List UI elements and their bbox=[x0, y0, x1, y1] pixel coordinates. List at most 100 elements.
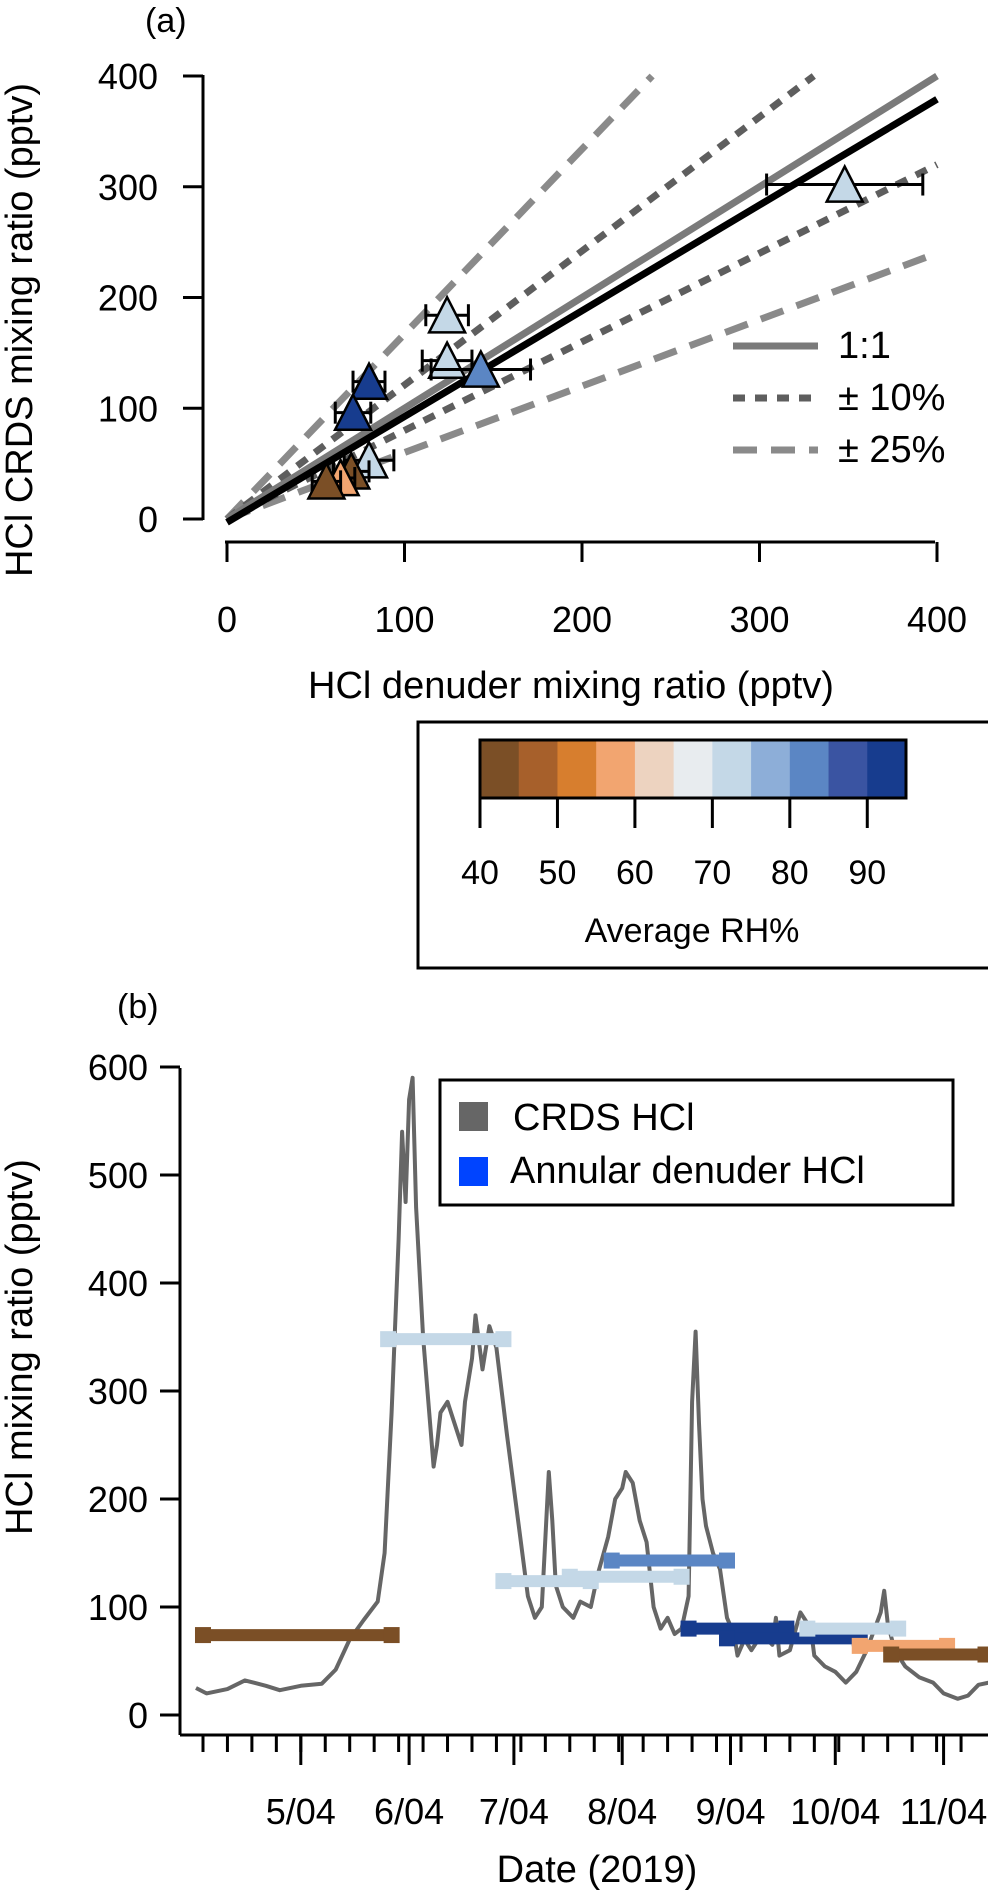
panel-a: (a) 0 100 200 300 400 0 100 200 300 400 HCl denu… bbox=[0, 2, 967, 707]
fit-line bbox=[225, 96, 939, 526]
panel-b: (b) 0 100 200 300 400 500 600 5/04 6/04 7/04 8/04… bbox=[0, 988, 988, 1891]
panel-a-y-tick-label: 200 bbox=[98, 278, 158, 319]
denuder-segment-end bbox=[380, 1331, 397, 1348]
ref-line-1to1 bbox=[225, 73, 939, 522]
data-point-triangle bbox=[348, 360, 390, 401]
panel-a-y-axis-label: HCl CRDS mixing ratio (pptv) bbox=[0, 83, 41, 577]
panel-a-legend: 1:1 ± 10% ± 25% bbox=[733, 325, 945, 471]
legend-swatch-crds bbox=[459, 1102, 488, 1131]
colorbar-cell bbox=[634, 740, 675, 798]
panel-a-y-tick-label: 300 bbox=[98, 167, 158, 208]
data-point-triangle bbox=[824, 163, 865, 203]
panel-a-x-tick-label: 100 bbox=[374, 599, 434, 640]
panel-b-x-tick-label: 10/04 bbox=[790, 1791, 880, 1832]
denuder-segment-end bbox=[673, 1568, 690, 1585]
panel-b-y-axis-label: HCl mixing ratio (pptv) bbox=[0, 1159, 41, 1535]
denuder-segment-end bbox=[718, 1552, 735, 1569]
denuder-segment-end bbox=[495, 1573, 512, 1590]
panel-b-x-tick-label: 9/04 bbox=[695, 1791, 765, 1832]
panel-b-crds-series bbox=[195, 1075, 988, 1701]
panel-b-y-tick-label: 600 bbox=[88, 1047, 148, 1088]
panel-a-x-axis-label: HCl denuder mixing ratio (pptv) bbox=[308, 665, 834, 707]
panel-b-x-tick-label: 7/04 bbox=[479, 1791, 549, 1832]
legend-label-10pct: ± 10% bbox=[838, 377, 945, 419]
denuder-segment-end bbox=[883, 1646, 900, 1663]
colorbar-cell bbox=[828, 740, 868, 798]
denuder-segment-end bbox=[977, 1646, 988, 1663]
colorbar-tick-label: 50 bbox=[539, 854, 577, 892]
colorbar-cell bbox=[596, 740, 636, 798]
data-point-triangle bbox=[332, 391, 374, 432]
panel-a-x-tick-label: 200 bbox=[552, 599, 612, 640]
denuder-segment-end bbox=[890, 1620, 907, 1637]
panel-b-y-ticks: 0 100 200 300 400 500 600 bbox=[88, 1047, 180, 1736]
denuder-segment-end bbox=[495, 1331, 512, 1348]
panel-a-x-tick-label: 300 bbox=[729, 599, 789, 640]
denuder-segment-end bbox=[799, 1620, 816, 1637]
panel-b-x-tick-label: 8/04 bbox=[587, 1791, 657, 1832]
panel-b-y-tick-label: 300 bbox=[88, 1371, 148, 1412]
colorbar-ticks: 40 50 60 70 80 90 bbox=[461, 798, 886, 892]
panel-a-x-tick-label: 400 bbox=[907, 599, 967, 640]
data-point-triangle bbox=[460, 348, 501, 388]
panel-b-y-tick-label: 100 bbox=[88, 1587, 148, 1628]
legend-label-crds: CRDS HCl bbox=[513, 1097, 695, 1139]
denuder-segment-end bbox=[851, 1637, 868, 1654]
colorbar-tick-label: 80 bbox=[771, 854, 809, 892]
panel-b-x-tick-label: 6/04 bbox=[374, 1791, 444, 1832]
denuder-segment-end bbox=[680, 1620, 697, 1637]
colorbar-cell bbox=[751, 740, 791, 798]
panel-b-y-tick-label: 200 bbox=[88, 1479, 148, 1520]
colorbar-tick-label: 70 bbox=[693, 854, 731, 892]
panel-b-x-axis-label: Date (2019) bbox=[497, 1849, 698, 1891]
colorbar-frame bbox=[416, 720, 988, 970]
legend-label-25pct: ± 25% bbox=[838, 429, 945, 471]
legend-label-denuder: Annular denuder HCl bbox=[510, 1150, 865, 1192]
panel-a-y-tick-label: 100 bbox=[98, 388, 158, 429]
colorbar-tick-label: 90 bbox=[848, 854, 886, 892]
colorbar-tick-label: 60 bbox=[616, 854, 654, 892]
colorbar-cells bbox=[480, 740, 907, 798]
crds-hcl-line bbox=[195, 1075, 988, 1701]
colorbar-tick-label: 40 bbox=[461, 854, 499, 892]
panel-a-reference-lines bbox=[224, 73, 939, 526]
colorbar-cell bbox=[712, 740, 752, 798]
colorbar-cell bbox=[480, 740, 520, 798]
colorbar-cell bbox=[557, 740, 597, 798]
denuder-segment-end bbox=[561, 1568, 578, 1585]
panel-a-x-tick-label: 0 bbox=[217, 599, 237, 640]
panel-a-x-ticks: 0 100 200 300 400 bbox=[217, 542, 967, 640]
panel-a-label: (a) bbox=[145, 2, 187, 40]
panel-b-denuder-series bbox=[194, 1331, 988, 1663]
panel-b-legend: CRDS HCl Annular denuder HCl bbox=[438, 1078, 955, 1207]
panel-b-legend-frame bbox=[438, 1078, 955, 1207]
colorbar-label: Average RH% bbox=[585, 912, 800, 950]
ref-line-plus25 bbox=[224, 73, 655, 522]
panel-b-y-tick-label: 400 bbox=[88, 1263, 148, 1304]
panel-b-y-tick-label: 500 bbox=[88, 1155, 148, 1196]
denuder-segment-end bbox=[194, 1627, 211, 1644]
denuder-segment-end bbox=[603, 1552, 620, 1569]
colorbar-outline bbox=[478, 738, 908, 800]
data-point-triangle bbox=[427, 294, 468, 334]
denuder-segment-end bbox=[383, 1627, 400, 1644]
data-point-triangle bbox=[306, 460, 347, 500]
panel-b-x-ticks: 5/04 6/04 7/04 8/04 9/04 10/04 11/04 bbox=[201, 1735, 987, 1832]
panel-b-x-tick-label: 11/04 bbox=[900, 1791, 987, 1832]
panel-b-x-tick-label: 5/04 bbox=[266, 1791, 336, 1832]
colorbar-cell bbox=[789, 740, 830, 798]
panel-a-y-tick-label: 0 bbox=[138, 499, 158, 540]
colorbar-cell bbox=[673, 740, 713, 798]
colorbar-cell bbox=[518, 740, 558, 798]
panel-a-y-tick-label: 400 bbox=[98, 56, 158, 97]
ref-line-plus10 bbox=[224, 73, 816, 522]
denuder-segment-end bbox=[718, 1630, 735, 1647]
panel-b-y-tick-label: 0 bbox=[128, 1695, 148, 1736]
panel-b-label: (b) bbox=[117, 988, 159, 1026]
panel-a-points bbox=[306, 163, 925, 500]
colorbar-cell bbox=[867, 740, 907, 798]
legend-swatch-denuder bbox=[459, 1157, 488, 1186]
legend-label-1to1: 1:1 bbox=[838, 325, 891, 367]
panel-a-y-ticks: 0 100 200 300 400 bbox=[98, 56, 203, 540]
